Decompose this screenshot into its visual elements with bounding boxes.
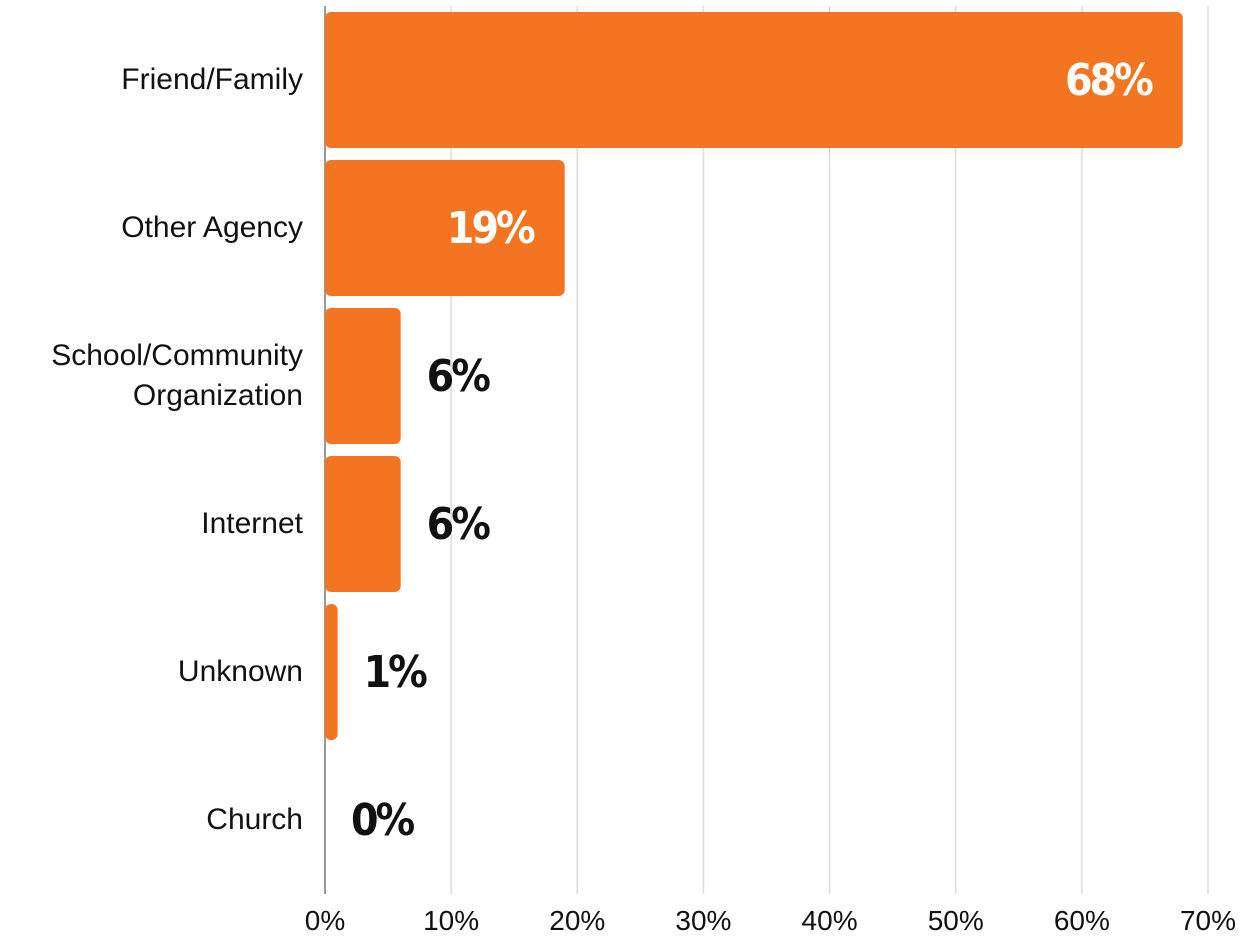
x-tick-label: 70% — [1180, 905, 1236, 936]
category-label: Internet — [201, 507, 303, 540]
x-tick-label: 30% — [675, 905, 731, 936]
x-tick-label: 60% — [1054, 905, 1110, 936]
bar — [325, 456, 401, 592]
x-tick-label: 50% — [928, 905, 984, 936]
category-label: Unknown — [177, 655, 303, 688]
category-label: Friend/Family — [121, 63, 303, 96]
category-label: Other Agency — [121, 211, 303, 244]
x-tick-label: 0% — [305, 905, 345, 936]
bar — [325, 604, 338, 740]
value-label: 0% — [351, 795, 415, 846]
category-label: Church — [206, 803, 303, 836]
x-tick-label: 20% — [549, 905, 605, 936]
value-label: 19% — [447, 203, 535, 254]
value-label: 68% — [1065, 55, 1153, 106]
bar — [325, 308, 401, 444]
x-tick-label: 10% — [423, 905, 479, 936]
bar — [325, 160, 565, 296]
bar — [325, 12, 1183, 148]
value-label: 6% — [427, 499, 491, 550]
category-label: School/Community Organization — [51, 339, 303, 412]
value-label: 1% — [364, 647, 428, 698]
x-tick-label: 40% — [802, 905, 858, 936]
value-label: 6% — [427, 351, 491, 402]
